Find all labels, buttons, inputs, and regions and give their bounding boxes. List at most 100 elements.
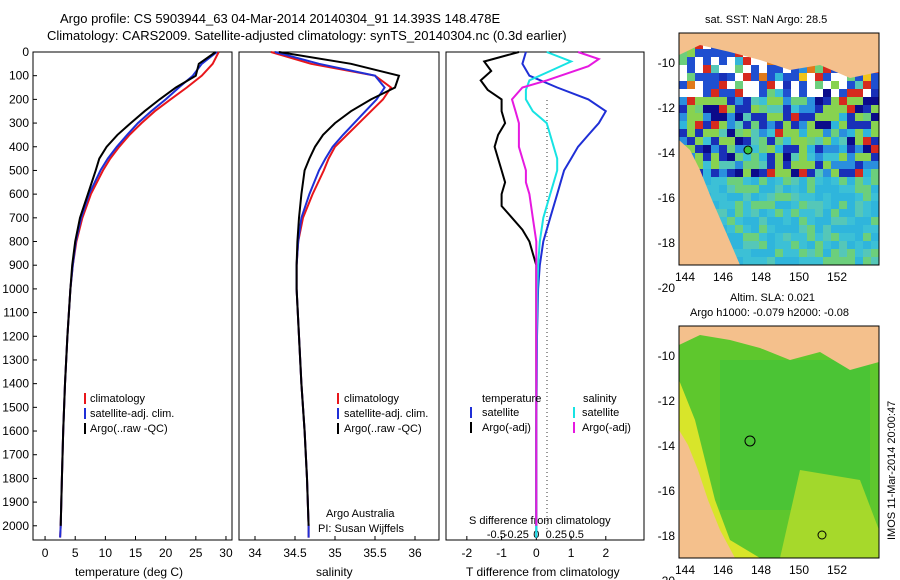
sst-cell	[751, 209, 759, 217]
sst-cell	[679, 73, 687, 81]
sst-cell	[775, 193, 783, 201]
sst-cell	[679, 105, 687, 113]
sst-cell	[751, 153, 759, 161]
sst-cell	[735, 233, 743, 241]
sst-cell	[775, 97, 783, 105]
sst-cell	[799, 105, 807, 113]
sst-cell	[759, 137, 767, 145]
sst-cell	[847, 177, 855, 185]
sst-cell	[807, 73, 815, 81]
sst-cell	[735, 65, 743, 73]
sst-cell	[791, 145, 799, 153]
sst-cell	[847, 193, 855, 201]
sst-cell	[687, 57, 695, 65]
diff-xlabel: T difference from climatology	[466, 565, 620, 579]
sst-cell	[743, 249, 751, 257]
sst-cell	[799, 185, 807, 193]
sst-cell	[759, 161, 767, 169]
sst-cell	[855, 73, 863, 81]
x-tick-label: 10	[99, 546, 113, 560]
y-tick-label: 100	[9, 69, 29, 83]
sst-cell	[735, 105, 743, 113]
x-tick-label: 2	[602, 546, 609, 560]
sst-cell	[767, 105, 775, 113]
sst-cell	[775, 185, 783, 193]
sst-cell	[719, 185, 727, 193]
sst-cell	[807, 217, 815, 225]
sst-cell	[751, 137, 759, 145]
sst-cell	[743, 81, 751, 89]
sst-cell	[711, 65, 719, 73]
sst-cell	[783, 233, 791, 241]
sst-cell	[727, 185, 735, 193]
sst-cell	[727, 49, 735, 57]
sst-cell	[759, 89, 767, 97]
sst-cell	[751, 177, 759, 185]
sst-cell	[767, 161, 775, 169]
sst-cell	[847, 225, 855, 233]
sla-yellow-band-east	[780, 470, 879, 558]
sst-cell	[863, 113, 871, 121]
sst-cell	[831, 129, 839, 137]
sst-cell	[839, 193, 847, 201]
sst-cell	[783, 169, 791, 177]
map-x-tick-label: 146	[713, 563, 733, 577]
sst-cell	[815, 137, 823, 145]
sst-cell	[815, 105, 823, 113]
sst-cell	[823, 81, 831, 89]
sst-cell	[863, 129, 871, 137]
sst-cell	[871, 153, 879, 161]
sst-cell	[711, 145, 719, 153]
sst-cell	[815, 217, 823, 225]
sst-cell	[783, 257, 791, 265]
sst-cell	[855, 153, 863, 161]
sst-cell	[839, 105, 847, 113]
sst-cell	[775, 105, 783, 113]
sst-cell	[743, 177, 751, 185]
sst-cell	[759, 153, 767, 161]
sst-cell	[695, 137, 703, 145]
sst-cell	[743, 121, 751, 129]
sst-cell	[719, 177, 727, 185]
sst-cell	[719, 105, 727, 113]
sla-land	[679, 326, 879, 370]
sst-cell	[871, 129, 879, 137]
sst-cell	[735, 113, 743, 121]
sst-cell	[751, 161, 759, 169]
s-tick-label: 0.25	[546, 529, 567, 541]
sst-cell	[855, 241, 863, 249]
sst-cell	[703, 161, 711, 169]
sst-cell	[711, 129, 719, 137]
sst-cell	[807, 193, 815, 201]
sst-cell	[687, 49, 695, 57]
sst-cell	[807, 249, 815, 257]
sst-cell	[847, 209, 855, 217]
sst-cell	[871, 169, 879, 177]
sst-cell	[743, 161, 751, 169]
sst-cell	[831, 145, 839, 153]
y-tick-label: 1700	[2, 448, 29, 462]
sst-cell	[735, 129, 743, 137]
sst-cell	[807, 105, 815, 113]
sst-cell	[735, 193, 743, 201]
sst-cell	[791, 137, 799, 145]
sst-cell	[743, 153, 751, 161]
sst-cell	[847, 113, 855, 121]
sst-cell	[807, 257, 815, 265]
sst-cell	[783, 97, 791, 105]
sst-cell	[783, 249, 791, 257]
sst-cell	[847, 201, 855, 209]
series-argo-raw-qc-	[278, 51, 401, 526]
sla-y-ticks: -10 -12 -14 -16 -18 -20	[658, 349, 676, 580]
sst-cell	[695, 73, 703, 81]
sst-cell	[807, 225, 815, 233]
sst-cell	[751, 217, 759, 225]
sst-cell	[719, 209, 727, 217]
sst-cell	[703, 153, 711, 161]
sst-cell	[863, 161, 871, 169]
sst-cell	[743, 73, 751, 81]
map-y-tick-label: -14	[658, 439, 676, 453]
sst-cell	[743, 137, 751, 145]
sst-cell	[751, 185, 759, 193]
sst-cell	[815, 73, 823, 81]
